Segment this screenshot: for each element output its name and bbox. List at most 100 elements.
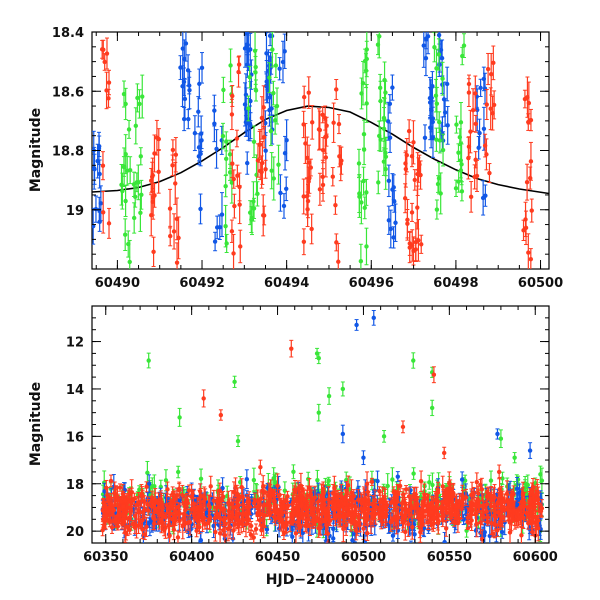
bottom-point-red	[440, 475, 445, 498]
top-point-red	[528, 166, 533, 190]
bottom-point-red	[359, 493, 364, 513]
top-point-green	[381, 97, 387, 139]
top-point-red	[409, 202, 415, 222]
top-point-green	[437, 111, 442, 133]
top-point-red	[419, 234, 424, 254]
top-point-green	[138, 193, 143, 232]
top-point-red	[402, 183, 408, 214]
top-point-red	[339, 146, 344, 175]
top-x-tick-label: 60498	[433, 276, 478, 291]
top-point-blue	[248, 112, 253, 140]
bottom-point-red	[251, 530, 256, 543]
top-point-blue	[192, 115, 198, 152]
top-point-red	[235, 164, 240, 187]
top-point-red	[99, 39, 105, 59]
top-point-blue	[386, 164, 392, 198]
bottom-point-red	[476, 501, 481, 512]
top-point-green	[436, 162, 442, 195]
top-point-blue	[212, 231, 218, 252]
top-y-axis: 18.4 18.6 18.8 19	[52, 26, 549, 255]
bottom-outlier-blue	[495, 428, 500, 440]
bottom-point-red	[364, 512, 370, 526]
bottom-point-red	[293, 522, 299, 543]
top-point-blue	[92, 153, 97, 185]
bottom-point-red	[336, 495, 341, 516]
top-point-red	[309, 213, 314, 245]
top-point-green	[138, 147, 143, 166]
bottom-point-blue	[459, 471, 465, 488]
top-point-green	[223, 204, 228, 248]
top-point-red	[334, 78, 339, 100]
bottom-point-red	[350, 494, 355, 502]
top-point-green	[221, 76, 226, 103]
top-point-red	[167, 188, 173, 229]
top-point-red	[238, 229, 243, 264]
top-point-green	[454, 115, 459, 134]
top-point-green	[378, 80, 383, 122]
top-point-red	[330, 167, 335, 187]
top-point-blue	[386, 205, 392, 235]
bottom-point-red	[403, 485, 409, 494]
top-point-green	[461, 33, 467, 59]
top-point-red	[524, 163, 530, 201]
top-point-red	[336, 242, 341, 269]
bottom-point-red	[497, 520, 503, 531]
top-point-green	[120, 172, 125, 210]
top-point-red	[466, 136, 471, 180]
bottom-point-red	[245, 496, 250, 508]
bottom-x-axis-label: HJD−2400000	[266, 572, 375, 588]
top-point-green	[247, 65, 252, 89]
top-point-blue	[284, 176, 289, 202]
bottom-point-green	[411, 467, 416, 480]
bottom-point-red	[232, 518, 238, 531]
top-point-green	[269, 152, 274, 190]
top-point-green	[432, 32, 437, 63]
top-point-red	[259, 155, 264, 189]
bottom-point-red	[292, 485, 297, 494]
top-point-red	[173, 137, 179, 173]
top-point-green	[255, 181, 260, 207]
top-point-red	[100, 190, 106, 234]
top-point-red	[310, 105, 315, 140]
top-point-red	[488, 52, 494, 96]
top-point-red	[316, 108, 322, 151]
bottom-point-red	[468, 504, 473, 528]
top-point-green	[358, 243, 364, 269]
top-point-red	[174, 197, 180, 241]
bottom-outlier-blue	[354, 319, 359, 331]
bottom-point-red	[142, 528, 148, 541]
bottom-outlier-green	[146, 352, 151, 369]
bottom-point-red	[171, 519, 177, 541]
top-point-green	[362, 196, 367, 220]
top-point-green	[453, 179, 459, 197]
bottom-point-red	[417, 517, 423, 539]
bottom-point-red	[197, 489, 202, 509]
bottom-point-red	[393, 490, 398, 502]
top-point-red	[526, 233, 531, 269]
top-point-green	[121, 156, 127, 177]
top-point-blue	[385, 101, 391, 141]
top-point-red	[263, 159, 268, 179]
top-point-blue	[422, 124, 428, 152]
top-point-red	[255, 143, 261, 178]
top-point-red	[174, 242, 180, 269]
top-point-blue	[244, 32, 250, 66]
bottom-point-blue	[264, 525, 270, 534]
top-point-green	[140, 74, 145, 119]
bottom-outlier-blue	[395, 471, 401, 483]
bottom-point-red	[489, 511, 494, 536]
bottom-point-red	[157, 508, 162, 520]
top-point-blue	[214, 129, 219, 169]
top-point-green	[456, 143, 461, 163]
bottom-point-blue	[198, 532, 204, 543]
top-point-blue	[442, 98, 448, 127]
bottom-point-red	[369, 477, 375, 486]
bottom-point-red	[440, 511, 445, 523]
bottom-point-red	[316, 493, 321, 510]
bottom-point-blue	[390, 529, 396, 542]
top-y-tick-label: 18.4	[52, 26, 84, 41]
bottom-point-blue	[442, 531, 447, 543]
bottom-point-red	[406, 511, 411, 538]
bottom-panel: 60350 60400 60450 60500 60550 60600 12 14 16 18 2…	[28, 305, 558, 588]
bottom-point-red	[217, 493, 222, 520]
